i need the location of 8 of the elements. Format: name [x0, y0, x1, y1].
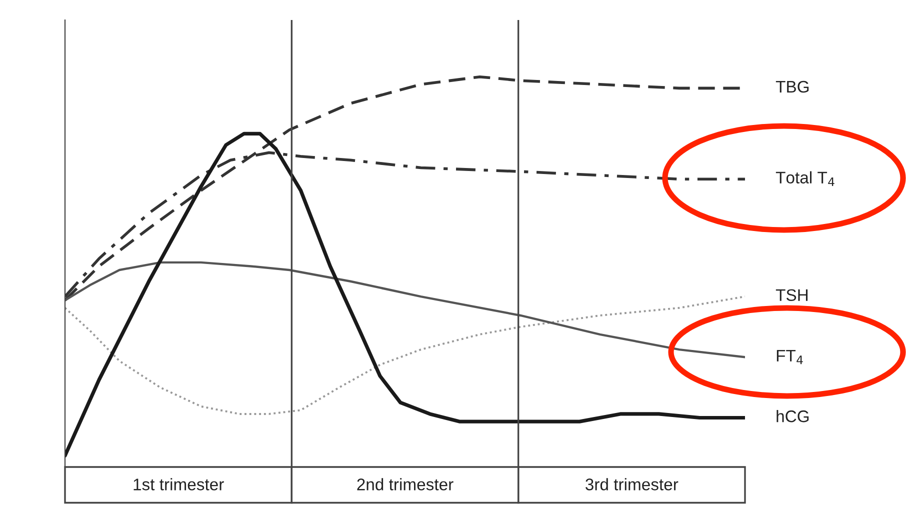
x-tick-label: 2nd trimester	[357, 478, 454, 490]
series-label: TBG	[776, 80, 809, 93]
series-label: hCG	[776, 410, 809, 422]
x-tick-label: 1st trimester	[134, 478, 224, 490]
series-label: Total T$_{4}$	[776, 171, 834, 186]
series-label: TSH	[776, 289, 808, 302]
x-tick-label: 3rd trimester	[586, 478, 678, 490]
series-label: FT$_{4}$	[776, 350, 803, 364]
